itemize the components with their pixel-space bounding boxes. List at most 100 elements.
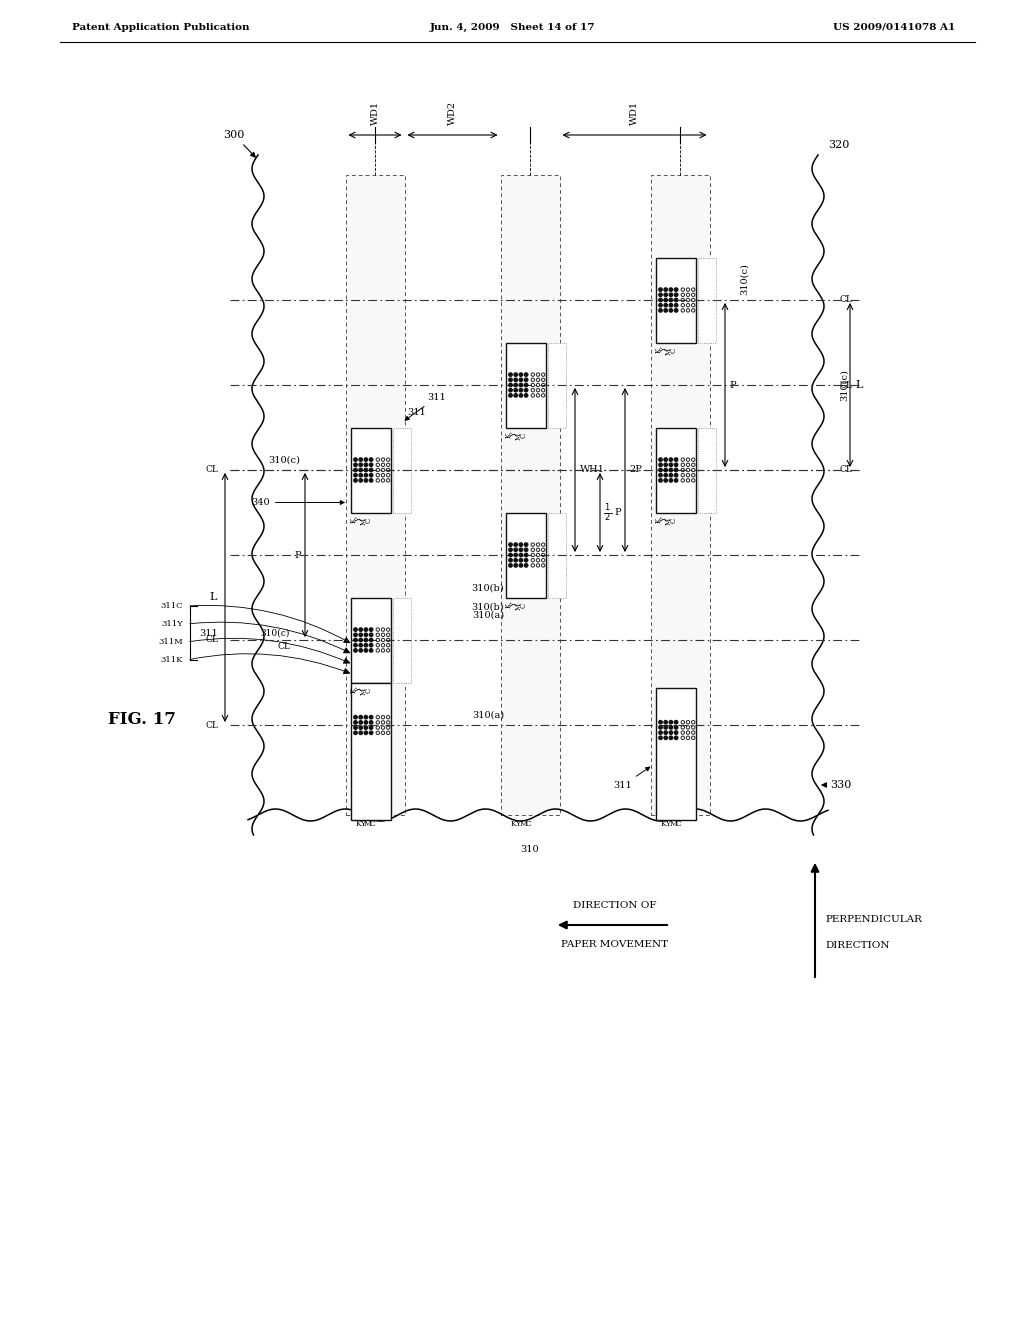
Circle shape [519, 378, 522, 381]
Circle shape [524, 543, 527, 546]
Circle shape [359, 463, 362, 466]
Text: PERPENDICULAR: PERPENDICULAR [825, 916, 922, 924]
Text: C: C [365, 517, 373, 523]
Text: 310: 310 [520, 845, 540, 854]
Circle shape [354, 469, 357, 471]
Bar [656, 257, 696, 342]
Circle shape [354, 726, 357, 729]
Circle shape [370, 479, 373, 482]
Text: K: K [510, 820, 516, 828]
Text: WH1: WH1 [580, 466, 605, 474]
Text: CL: CL [205, 635, 218, 644]
Text: M: M [360, 688, 368, 694]
Circle shape [365, 648, 368, 652]
Text: K: K [655, 347, 663, 352]
Circle shape [354, 643, 357, 647]
Text: M: M [665, 517, 673, 524]
Circle shape [664, 721, 668, 723]
Text: Patent Application Publication: Patent Application Publication [72, 22, 250, 32]
Circle shape [359, 648, 362, 652]
Circle shape [365, 634, 368, 636]
Text: 330: 330 [822, 780, 851, 789]
Text: 310(c): 310(c) [261, 630, 290, 638]
Text: DIRECTION: DIRECTION [825, 940, 890, 949]
Circle shape [514, 388, 517, 392]
Circle shape [370, 634, 373, 636]
Text: K: K [350, 517, 358, 523]
Circle shape [524, 564, 527, 568]
Text: Y: Y [510, 433, 518, 437]
Text: L: L [855, 380, 862, 389]
Circle shape [370, 469, 373, 471]
Circle shape [664, 288, 668, 292]
Circle shape [519, 558, 522, 562]
Circle shape [354, 463, 357, 466]
Text: 311Y: 311Y [161, 620, 183, 628]
Bar [651, 176, 710, 814]
Circle shape [670, 721, 673, 723]
Bar [506, 512, 546, 598]
Text: CL: CL [278, 642, 290, 651]
Circle shape [370, 721, 373, 725]
Circle shape [524, 378, 527, 381]
Circle shape [664, 298, 668, 302]
Bar [346, 176, 406, 814]
Circle shape [509, 548, 512, 552]
Circle shape [359, 721, 362, 725]
Circle shape [658, 463, 663, 466]
Bar [393, 598, 411, 682]
Circle shape [670, 298, 673, 302]
Circle shape [670, 479, 673, 482]
Text: Y: Y [510, 602, 518, 607]
Circle shape [658, 469, 663, 471]
Text: M: M [519, 820, 527, 828]
Circle shape [514, 564, 517, 568]
Circle shape [370, 648, 373, 652]
Text: P: P [294, 550, 301, 560]
Text: M: M [515, 433, 523, 440]
Circle shape [365, 639, 368, 642]
Text: 311C: 311C [161, 602, 183, 610]
Circle shape [514, 553, 517, 557]
Circle shape [524, 548, 527, 552]
Circle shape [354, 715, 357, 719]
Circle shape [658, 721, 663, 723]
Circle shape [365, 628, 368, 631]
Circle shape [524, 383, 527, 387]
Text: Y: Y [360, 820, 366, 828]
Bar [506, 342, 546, 428]
Text: 310(b): 310(b) [472, 602, 504, 611]
Circle shape [359, 469, 362, 471]
Text: C: C [670, 347, 678, 352]
Circle shape [359, 628, 362, 631]
Circle shape [354, 639, 357, 642]
Circle shape [524, 558, 527, 562]
Circle shape [519, 564, 522, 568]
Text: K: K [660, 820, 666, 828]
Bar [656, 428, 696, 512]
Circle shape [675, 731, 678, 734]
Circle shape [658, 458, 663, 461]
Circle shape [664, 458, 668, 461]
Circle shape [514, 543, 517, 546]
Circle shape [354, 731, 357, 734]
Circle shape [658, 309, 663, 312]
Circle shape [354, 634, 357, 636]
Circle shape [370, 639, 373, 642]
Text: M: M [669, 820, 677, 828]
Text: 310(a): 310(a) [472, 711, 504, 719]
Text: WD1: WD1 [630, 100, 639, 125]
Circle shape [354, 474, 357, 477]
Circle shape [365, 731, 368, 734]
Circle shape [675, 721, 678, 723]
Circle shape [509, 388, 512, 392]
Text: CL: CL [840, 466, 853, 474]
Circle shape [365, 715, 368, 719]
Text: K: K [655, 517, 663, 523]
Text: K: K [350, 688, 358, 693]
Text: Y: Y [515, 820, 520, 828]
Circle shape [359, 726, 362, 729]
Circle shape [359, 479, 362, 482]
Text: 311K: 311K [161, 656, 183, 664]
Circle shape [670, 737, 673, 739]
